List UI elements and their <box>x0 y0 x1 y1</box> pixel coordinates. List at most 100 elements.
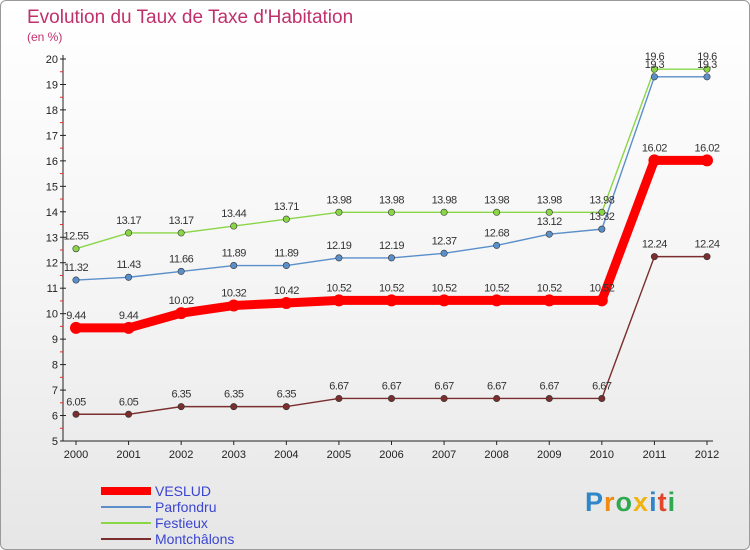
y-tick-label: 19 <box>46 79 58 91</box>
data-point <box>387 208 395 216</box>
data-point <box>493 394 501 402</box>
y-tick-label: 5 <box>52 436 58 448</box>
logo-letter: r <box>604 487 616 517</box>
data-point <box>493 241 501 249</box>
data-point <box>280 296 293 309</box>
proxiti-logo: Proxiti <box>585 487 676 518</box>
x-tick-label: 2008 <box>484 449 508 461</box>
data-point <box>282 262 290 270</box>
data-label: 11.89 <box>274 248 299 260</box>
data-point <box>490 294 503 307</box>
data-label: 19.3 <box>645 59 665 71</box>
chart-subtitle: (en %) <box>27 30 63 44</box>
logo-letter: P <box>585 487 605 517</box>
legend-label-montchalons: Montchâlons <box>155 531 235 547</box>
x-tick-label: 2006 <box>379 449 403 461</box>
data-label: 6.67 <box>592 380 612 392</box>
legend-item-montchalons: Montchâlons <box>101 531 341 547</box>
data-label: 11.89 <box>222 248 247 260</box>
logo-letter: i <box>649 487 658 517</box>
logo-letter: t <box>657 487 668 517</box>
data-label: 19.6 <box>645 51 665 63</box>
data-label: 6.05 <box>66 396 86 408</box>
data-label: 13.98 <box>432 194 457 206</box>
data-label: 6.67 <box>487 380 507 392</box>
data-label: 10.52 <box>484 282 509 294</box>
data-point <box>701 154 713 167</box>
data-point <box>387 394 395 402</box>
data-point <box>282 215 290 223</box>
data-point <box>122 321 135 334</box>
data-point <box>230 403 238 411</box>
y-tick-label: 10 <box>46 309 58 321</box>
data-label: 6.67 <box>434 380 454 392</box>
legend-item-parfondru: Parfondru <box>101 499 341 515</box>
x-tick-label: 2005 <box>327 449 351 461</box>
data-label: 19.6 <box>697 51 717 63</box>
data-point <box>387 254 395 262</box>
data-label: 6.67 <box>540 380 560 392</box>
logo-letter: x <box>633 487 650 517</box>
data-point <box>648 154 661 167</box>
data-label: 13.17 <box>169 215 194 227</box>
data-label: 10.52 <box>589 282 614 294</box>
legend-swatch-festieux <box>101 522 151 524</box>
data-label: 12.37 <box>432 235 457 247</box>
data-label: 12.68 <box>484 227 509 239</box>
data-point <box>335 394 343 402</box>
data-label: 6.35 <box>277 389 297 401</box>
data-point <box>440 394 448 402</box>
data-point <box>438 294 451 307</box>
data-point <box>125 273 133 281</box>
data-label: 13.17 <box>116 215 141 227</box>
data-point <box>545 394 553 402</box>
y-tick-label: 17 <box>46 130 58 142</box>
y-tick-label: 14 <box>46 207 58 219</box>
data-label: 12.24 <box>642 239 667 251</box>
y-tick-label: 16 <box>46 156 58 168</box>
data-point <box>703 65 711 73</box>
legend-item-veslud: VESLUD <box>101 483 341 499</box>
data-label: 6.67 <box>329 380 349 392</box>
data-point <box>650 73 658 81</box>
x-tick-label: 2001 <box>116 449 140 461</box>
legend-swatch-montchalons <box>101 538 151 540</box>
data-label: 6.05 <box>119 396 139 408</box>
y-tick-label: 13 <box>46 232 58 244</box>
data-point <box>545 230 553 238</box>
data-label: 19.3 <box>697 59 717 71</box>
data-point <box>650 253 658 261</box>
data-label: 13.98 <box>589 194 614 206</box>
y-tick-label: 7 <box>52 385 58 397</box>
data-label: 10.52 <box>432 282 457 294</box>
data-label: 13.98 <box>379 194 404 206</box>
data-label: 6.67 <box>382 380 402 392</box>
data-point <box>595 294 608 307</box>
data-label: 11.43 <box>116 259 141 271</box>
data-label: 16.02 <box>642 142 667 154</box>
logo-letter: i <box>667 487 677 517</box>
legend-swatch-parfondru <box>101 506 151 508</box>
x-tick-label: 2000 <box>64 449 88 461</box>
data-point <box>335 208 343 216</box>
data-point <box>598 394 606 402</box>
data-label: 6.35 <box>224 389 244 401</box>
data-label: 11.32 <box>64 262 89 274</box>
chart-title: Evolution du Taux de Taxe d'Habitation <box>27 7 354 28</box>
data-point <box>177 229 185 237</box>
data-label: 10.52 <box>326 282 351 294</box>
data-point <box>332 294 345 307</box>
data-label: 13.71 <box>274 201 299 213</box>
data-label: 9.44 <box>66 310 86 322</box>
data-point <box>703 253 711 261</box>
data-label: 12.55 <box>63 231 88 243</box>
data-point <box>125 229 133 237</box>
data-point <box>177 403 185 411</box>
data-label: 13.98 <box>326 194 351 206</box>
x-tick-label: 2007 <box>432 449 456 461</box>
data-label: 13.98 <box>537 194 562 206</box>
data-point <box>72 410 80 418</box>
x-tick-label: 2004 <box>274 449 298 461</box>
data-label: 12.19 <box>379 240 404 252</box>
